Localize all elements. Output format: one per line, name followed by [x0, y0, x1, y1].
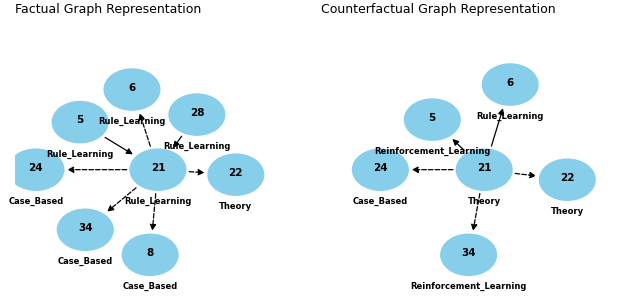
Text: 22: 22	[560, 173, 575, 183]
Ellipse shape	[352, 148, 409, 191]
Ellipse shape	[52, 101, 109, 143]
Ellipse shape	[122, 234, 179, 276]
Ellipse shape	[57, 208, 114, 251]
Ellipse shape	[456, 148, 513, 191]
Text: 34: 34	[78, 223, 93, 233]
Text: Reinforcement_Learning: Reinforcement_Learning	[411, 282, 527, 292]
Ellipse shape	[539, 158, 596, 201]
Text: 24: 24	[373, 163, 388, 173]
Ellipse shape	[207, 153, 264, 196]
Text: Theory: Theory	[550, 207, 584, 216]
Ellipse shape	[440, 234, 497, 276]
Text: Case_Based: Case_Based	[353, 197, 408, 206]
Text: Rule_Learning: Rule_Learning	[98, 117, 165, 126]
Text: 24: 24	[29, 163, 44, 173]
Text: Rule_Learning: Rule_Learning	[163, 142, 231, 151]
Text: 22: 22	[228, 168, 243, 178]
Text: 6: 6	[506, 78, 514, 88]
Text: Rule_Learning: Rule_Learning	[476, 112, 544, 121]
Text: 5: 5	[77, 115, 84, 125]
Ellipse shape	[103, 68, 160, 111]
Ellipse shape	[404, 98, 461, 141]
Text: 28: 28	[190, 107, 204, 118]
Text: Counterfactual Graph Representation: Counterfactual Graph Representation	[321, 3, 555, 16]
Text: Case_Based: Case_Based	[123, 282, 178, 292]
Ellipse shape	[481, 63, 539, 106]
Text: Factual Graph Representation: Factual Graph Representation	[15, 3, 202, 16]
Text: Rule_Learning: Rule_Learning	[47, 150, 114, 159]
Text: 34: 34	[462, 248, 476, 258]
Text: 21: 21	[477, 163, 491, 173]
Ellipse shape	[169, 93, 225, 136]
Text: Case_Based: Case_Based	[58, 257, 113, 266]
Text: 8: 8	[147, 248, 154, 258]
Text: 5: 5	[429, 112, 436, 123]
Text: Case_Based: Case_Based	[8, 197, 63, 206]
Text: Theory: Theory	[468, 197, 501, 206]
Ellipse shape	[7, 148, 65, 191]
Text: 21: 21	[151, 163, 165, 173]
Text: 6: 6	[128, 83, 136, 93]
Ellipse shape	[129, 148, 187, 191]
Text: Theory: Theory	[220, 202, 253, 211]
Text: Reinforcement_Learning: Reinforcement_Learning	[374, 147, 491, 156]
Text: Rule_Learning: Rule_Learning	[124, 197, 192, 206]
